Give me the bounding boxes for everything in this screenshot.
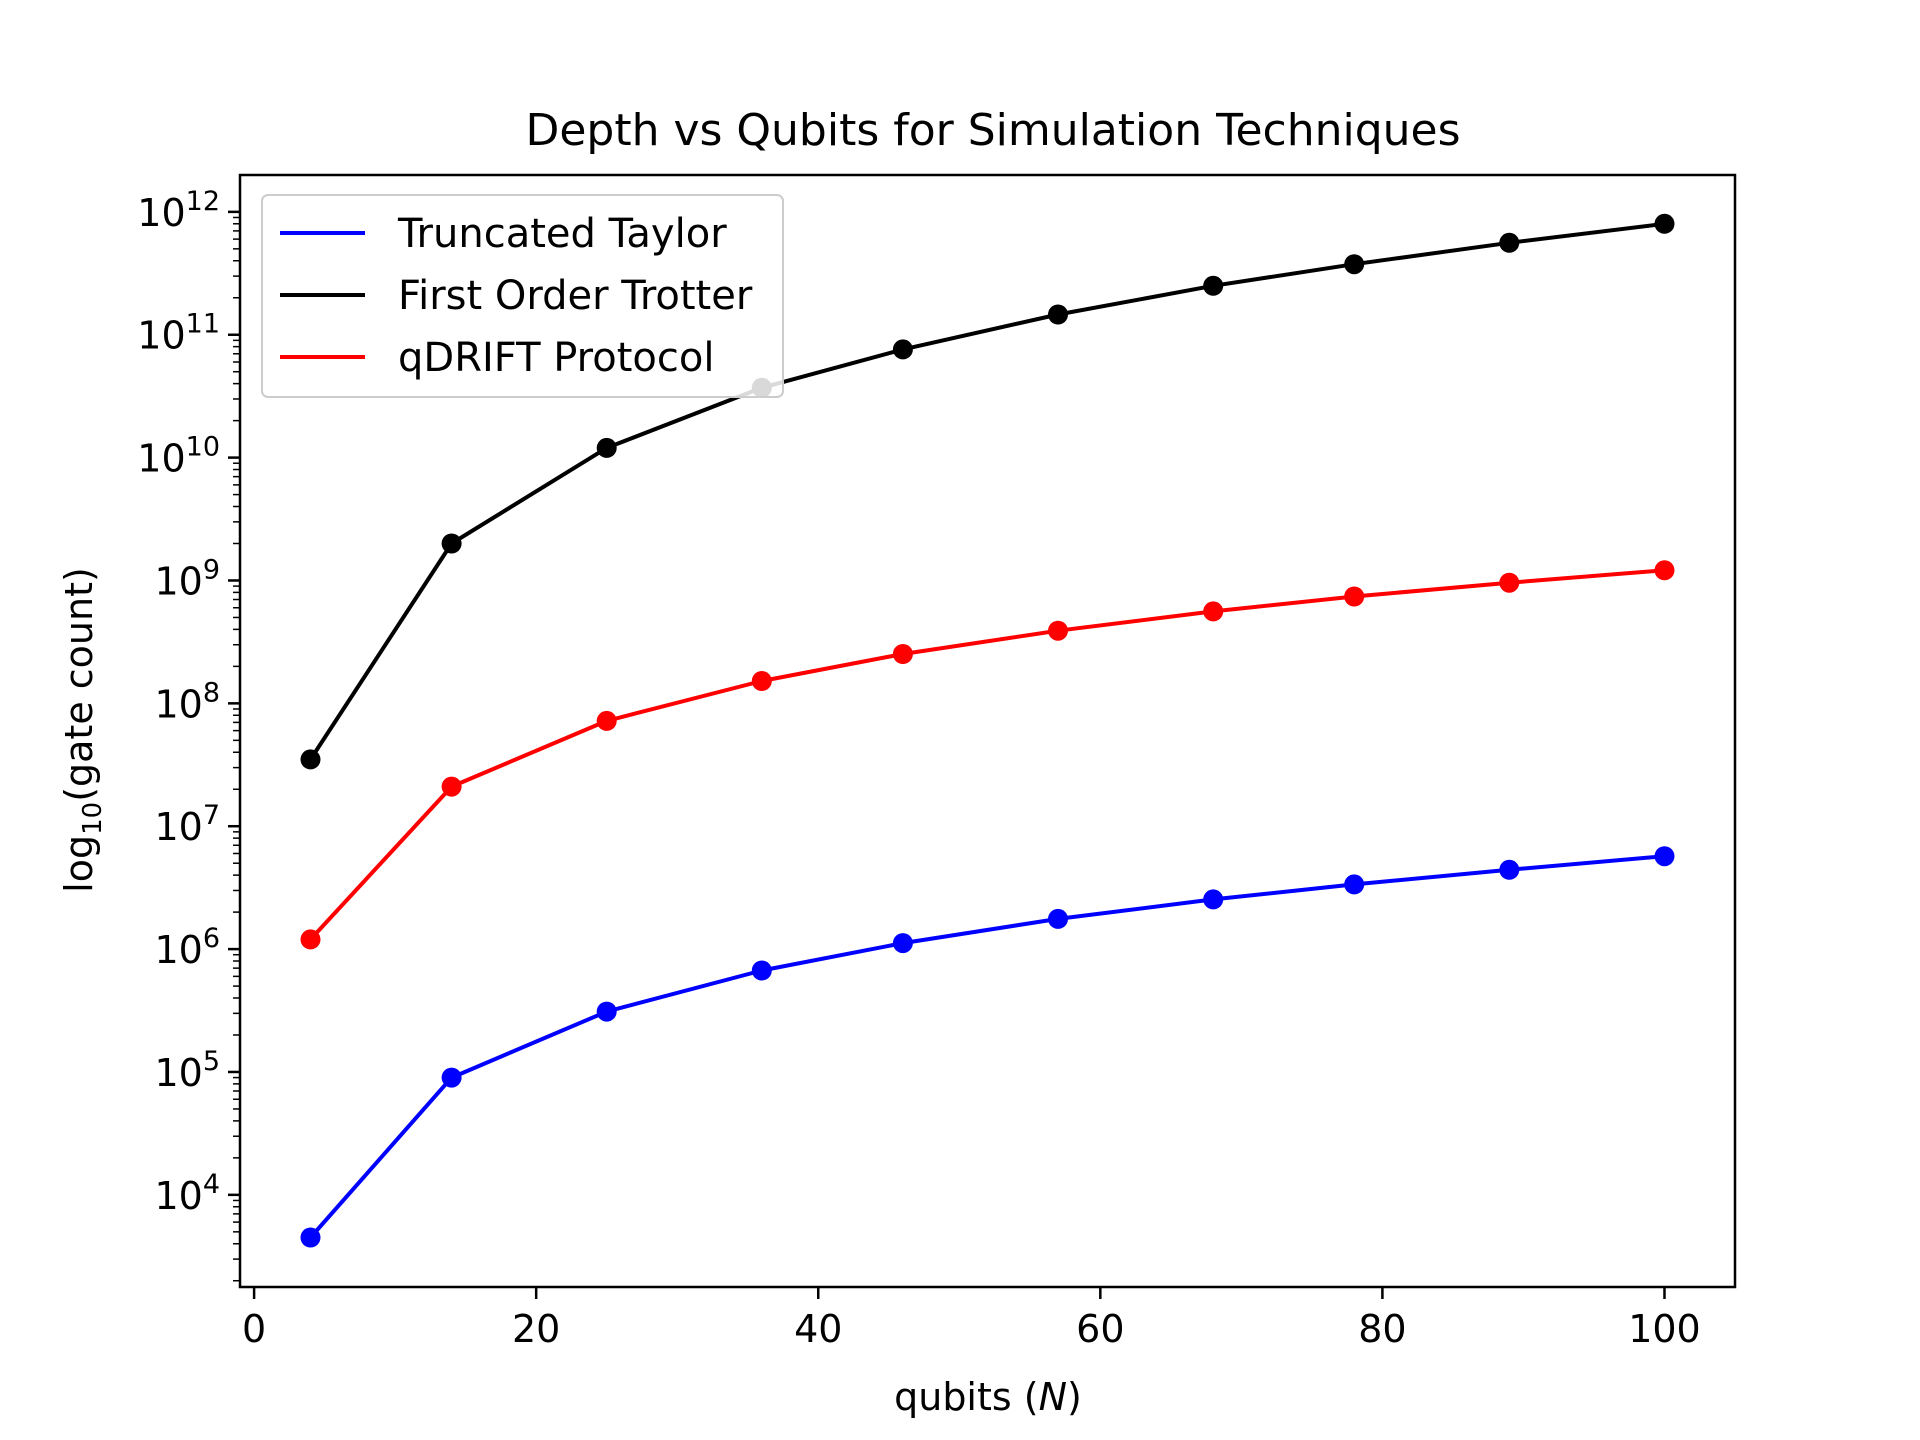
y-tick-exponent: 5 (203, 1046, 220, 1077)
data-point-0-2 (596, 1001, 617, 1022)
y-tick-label: 104 (154, 1169, 220, 1218)
data-point-1-9 (1654, 213, 1675, 234)
data-point-2-0 (300, 929, 321, 950)
legend: Truncated Taylor First Order Trotter qDRIF… (261, 194, 784, 398)
data-point-0-9 (1654, 846, 1675, 867)
y-tick-label: 109 (154, 554, 220, 603)
y-axis-label-subscript: 10 (78, 802, 108, 835)
data-point-2-8 (1499, 572, 1520, 593)
y-tick-exponent: 7 (203, 800, 220, 831)
y-tick-label: 1010 (137, 432, 220, 481)
data-point-0-3 (751, 960, 772, 981)
y-tick-base: 10 (154, 1051, 202, 1095)
chart-title: Depth vs Qubits for Simulation Technique… (525, 105, 1460, 156)
y-tick-exponent: 11 (186, 309, 220, 340)
y-tick-base: 10 (154, 682, 202, 726)
data-point-0-7 (1344, 874, 1365, 895)
y-tick-base: 10 (154, 1174, 202, 1218)
data-point-2-2 (596, 710, 617, 731)
data-point-1-4 (892, 339, 913, 360)
x-tick-label: 80 (1358, 1307, 1406, 1351)
y-tick-base: 10 (137, 191, 185, 235)
x-tick-label: 100 (1628, 1307, 1701, 1351)
x-axis-label-variable: N (1039, 1375, 1067, 1419)
x-tick-label: 0 (242, 1307, 266, 1351)
y-tick-exponent: 10 (186, 432, 220, 463)
legend-entries: Truncated Taylor First Order Trotter qDRIF… (280, 211, 753, 381)
data-point-2-6 (1203, 601, 1224, 622)
data-point-1-7 (1344, 254, 1365, 275)
y-axis-label: log10(gate count) (57, 567, 108, 893)
x-axis: 0 20 40 60 80 100 (242, 1287, 1701, 1351)
x-tick-label: 40 (794, 1307, 842, 1351)
y-tick-label: 105 (154, 1046, 220, 1095)
data-point-1-6 (1203, 275, 1224, 296)
data-point-2-9 (1654, 560, 1675, 581)
x-axis-label-prefix: qubits ( (894, 1375, 1039, 1419)
y-tick-exponent: 4 (203, 1169, 220, 1200)
data-point-0-0 (300, 1227, 321, 1248)
data-point-0-8 (1499, 859, 1520, 880)
y-tick-base: 10 (154, 928, 202, 972)
y-tick-exponent: 6 (203, 923, 220, 954)
x-tick-label: 60 (1076, 1307, 1124, 1351)
y-tick-label: 106 (154, 923, 220, 972)
data-point-0-4 (892, 933, 913, 954)
y-tick-exponent: 9 (203, 554, 220, 585)
data-point-1-5 (1048, 304, 1068, 325)
y-tick-exponent: 12 (186, 186, 220, 217)
data-point-1-1 (441, 533, 462, 554)
y-tick-exponent: 8 (203, 677, 220, 708)
y-tick-label: 107 (154, 800, 220, 849)
y-tick-base: 10 (137, 437, 185, 481)
y-axis-label-suffix: (gate count) (57, 567, 101, 802)
y-tick-base: 10 (154, 559, 202, 603)
data-point-1-2 (596, 437, 617, 458)
y-tick-label: 1011 (137, 309, 220, 358)
data-point-2-5 (1048, 620, 1068, 641)
y-axis-label-prefix: log (57, 835, 101, 893)
x-axis-label: qubits (N) (894, 1375, 1082, 1419)
legend-label-0: Truncated Taylor (397, 211, 727, 257)
legend-label-2: qDRIFT Protocol (398, 335, 714, 381)
data-point-0-5 (1048, 908, 1068, 929)
series-line-0 (309, 854, 1665, 1239)
x-tick-label: 20 (512, 1307, 560, 1351)
plot-area (300, 213, 1675, 1248)
data-point-2-3 (751, 671, 772, 691)
data-point-2-1 (441, 776, 462, 797)
data-point-1-8 (1499, 232, 1520, 253)
legend-label-1: First Order Trotter (398, 273, 753, 319)
y-tick-base: 10 (137, 314, 185, 358)
x-axis-label-suffix: ) (1067, 1375, 1082, 1419)
series-line-1 (308, 221, 1665, 761)
y-tick-label: 108 (154, 677, 220, 726)
legend-box (261, 194, 784, 398)
data-point-2-7 (1344, 586, 1365, 607)
data-point-2-4 (892, 644, 913, 664)
y-tick-label: 1012 (137, 186, 220, 235)
y-tick-base: 10 (154, 805, 202, 849)
data-point-0-1 (441, 1067, 462, 1088)
data-point-0-6 (1203, 889, 1224, 910)
series-line-2 (309, 568, 1665, 941)
data-point-1-0 (300, 749, 321, 770)
